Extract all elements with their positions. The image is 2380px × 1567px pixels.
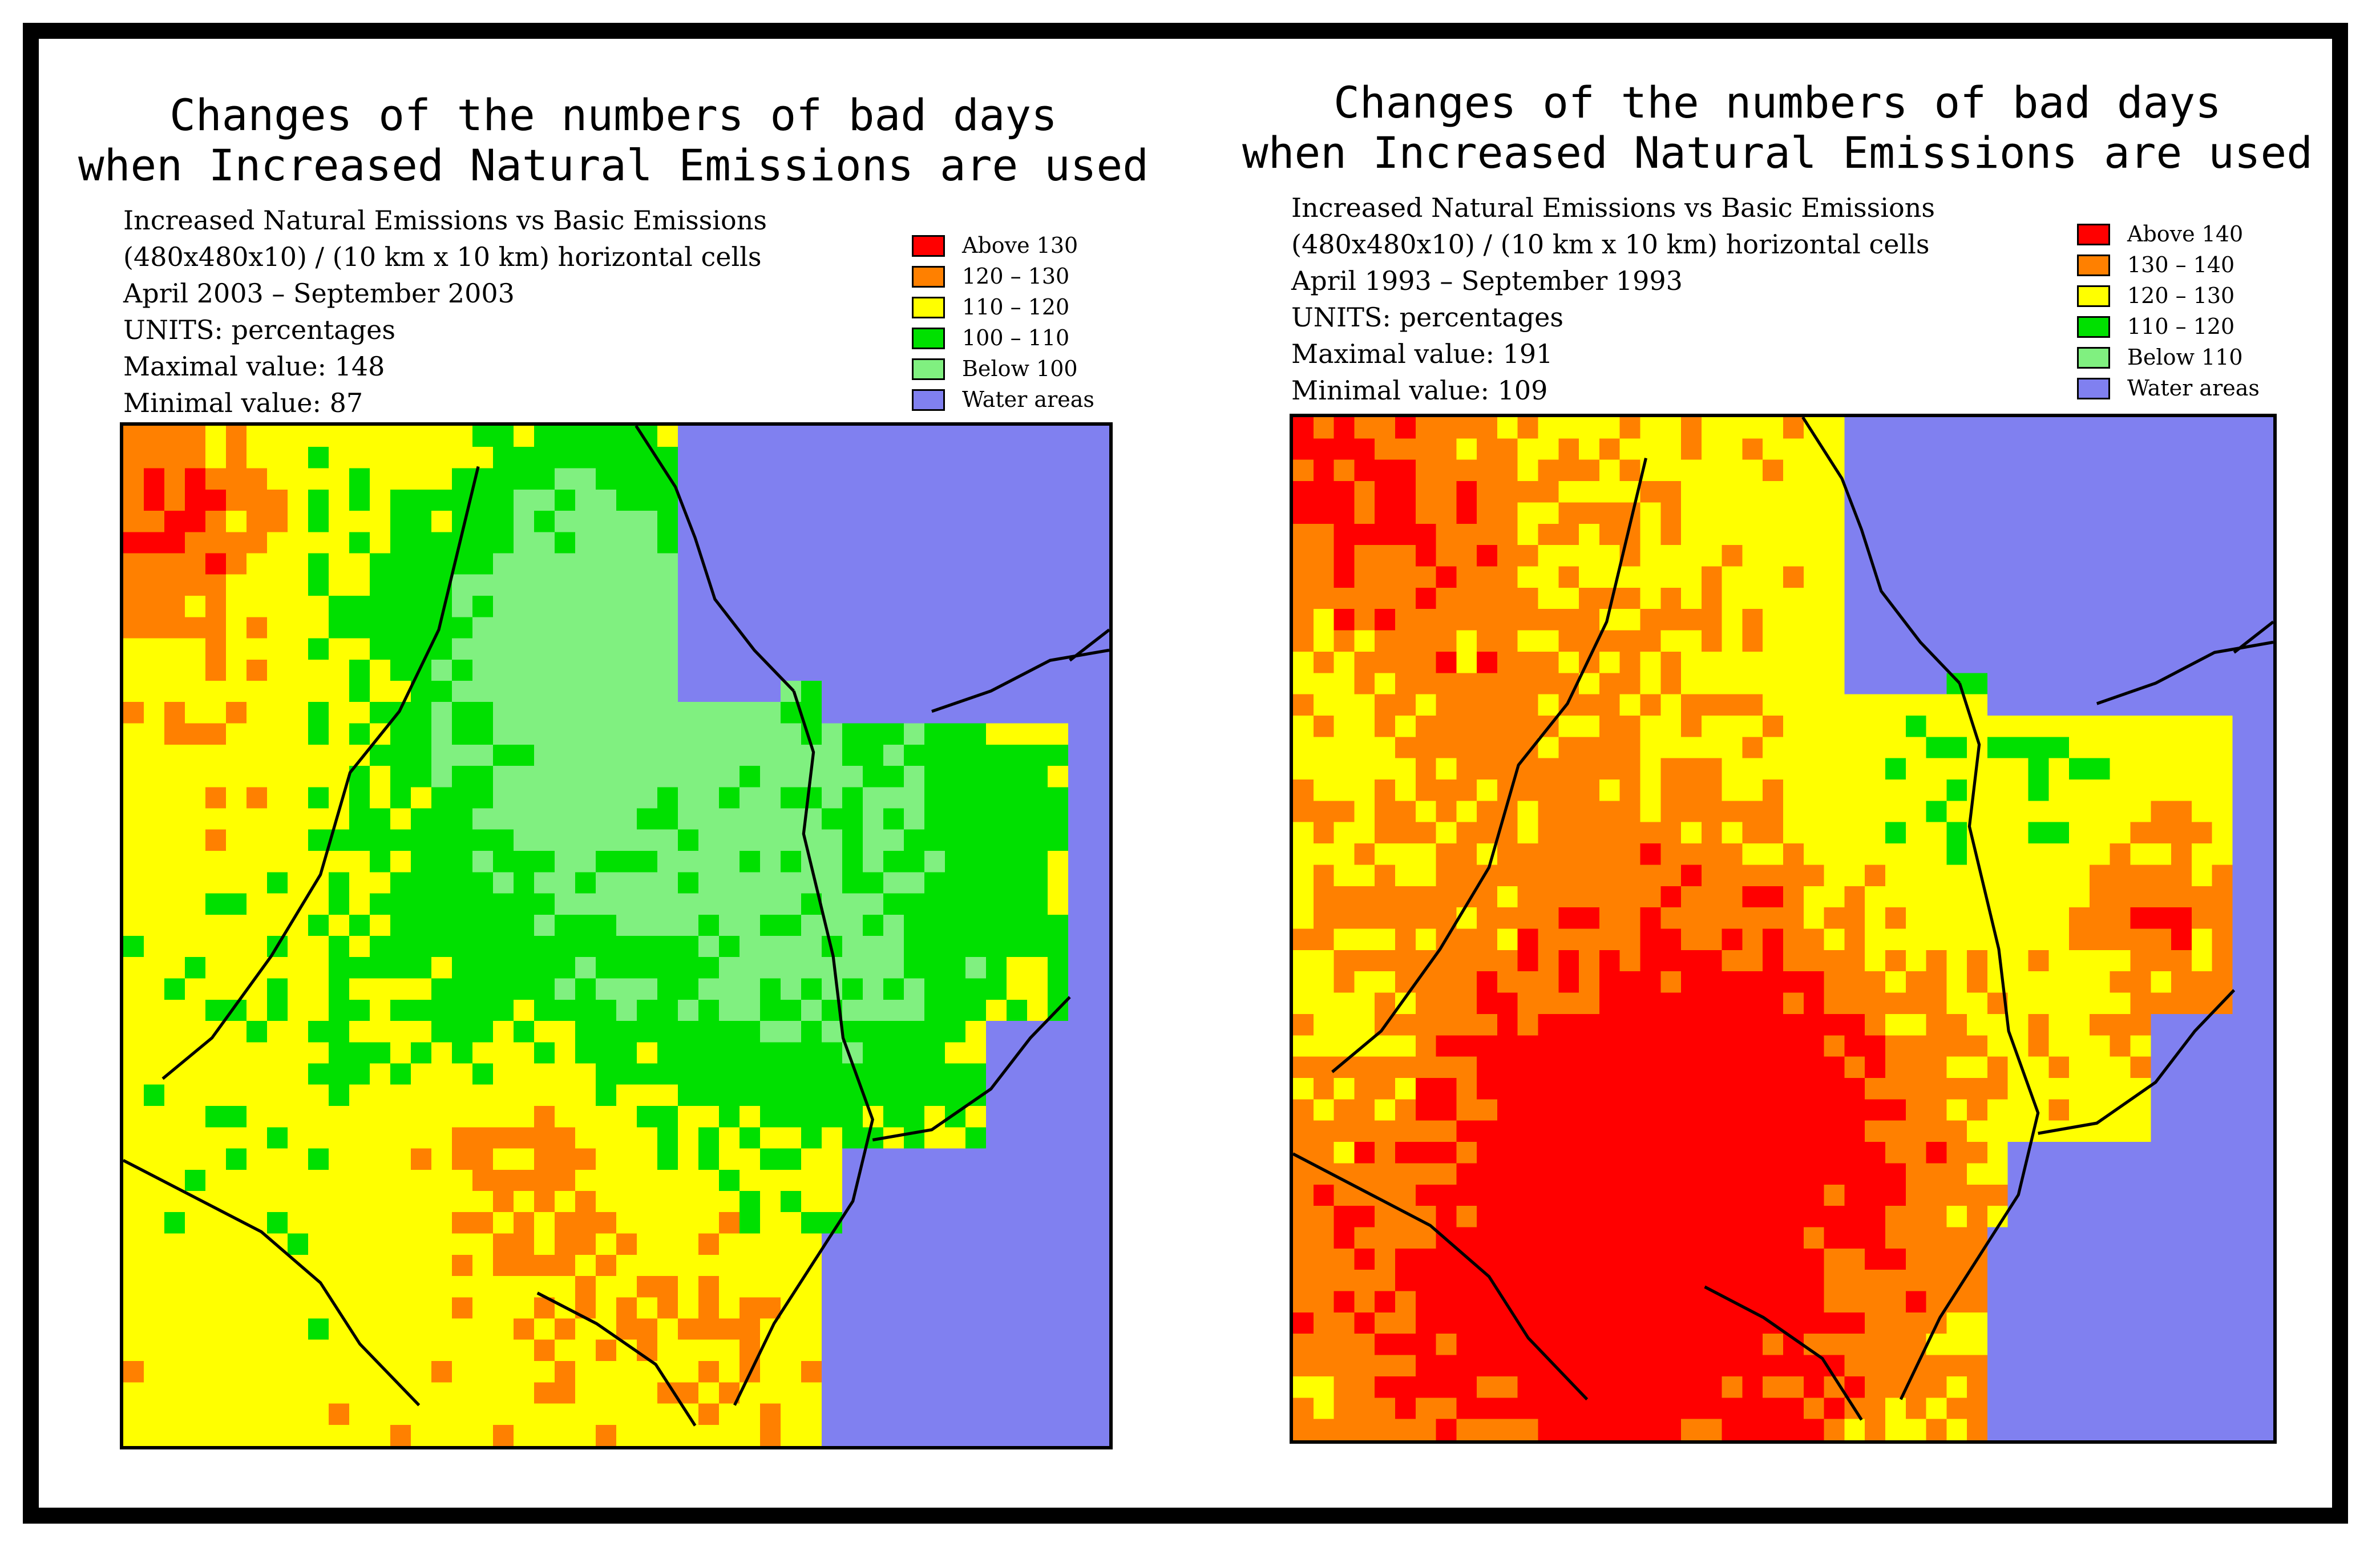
heatmap-grid: [1293, 417, 2273, 1440]
legend-swatch: [912, 328, 945, 349]
legend-label: Below 100: [962, 356, 1078, 381]
legend-swatch: [2077, 224, 2110, 245]
legend-label: Above 130: [962, 233, 1078, 258]
right-title-line2: when Increased Natural Emissions are use…: [1242, 127, 2313, 178]
left-info-block: Increased Natural Emissions vs Basic Emi…: [123, 202, 767, 421]
legend-label: 120 – 130: [2127, 283, 2235, 308]
coastline-border-line: [872, 996, 1071, 1142]
left-info-min: Minimal value: 87: [123, 387, 363, 418]
coastline-border-line: [733, 690, 874, 1406]
legend-label: Water areas: [962, 387, 1094, 412]
left-info-max: Maximal value: 148: [123, 351, 385, 382]
left-info-comparison: Increased Natural Emissions vs Basic Emi…: [123, 205, 767, 236]
coastline-border-line: [1293, 1152, 1589, 1401]
legend-label: 130 – 140: [2127, 252, 2235, 277]
right-map: [1290, 414, 2277, 1444]
right-info-units: UNITS: percentages: [1291, 302, 1563, 333]
left-info-units: UNITS: percentages: [123, 314, 395, 345]
left-title: Changes of the numbers of bad days when …: [63, 90, 1164, 191]
legend-swatch: [2077, 378, 2110, 399]
coastline-border-line: [1801, 417, 1961, 685]
legend-swatch: [2077, 347, 2110, 369]
right-title: Changes of the numbers of bad days when …: [1227, 78, 2328, 178]
right-info-min: Minimal value: 109: [1291, 375, 1548, 406]
left-map: [120, 422, 1113, 1449]
legend-swatch: [2077, 285, 2110, 307]
legend-label: Above 140: [2127, 221, 2244, 247]
legend-swatch: [912, 389, 945, 411]
coastline-border-line: [1899, 682, 2040, 1400]
legend-swatch: [912, 297, 945, 318]
left-title-line1: Changes of the numbers of bad days: [169, 90, 1057, 140]
coastline-border-line: [161, 466, 480, 1080]
coastline-border-line: [123, 1158, 421, 1407]
coastline-border-line: [1704, 1285, 1863, 1421]
legend-swatch: [912, 235, 945, 257]
right-info-max: Maximal value: 191: [1291, 338, 1553, 369]
right-info-period: April 1993 – September 1993: [1291, 265, 1683, 296]
right-info-comparison: Increased Natural Emissions vs Basic Emi…: [1291, 192, 1935, 223]
coastline-border-line: [2038, 989, 2236, 1135]
legend-label: 120 – 130: [962, 264, 1070, 289]
right-title-line1: Changes of the numbers of bad days: [1334, 77, 2221, 128]
left-info-grid: (480x480x10) / (10 km x 10 km) horizonta…: [123, 241, 762, 272]
coastline-border-line: [2096, 640, 2273, 705]
coastline-border-line: [536, 1291, 697, 1427]
left-info-period: April 2003 – September 2003: [123, 278, 515, 309]
coastline-border-line: [931, 648, 1109, 713]
coastline-border-line: [635, 426, 795, 692]
heatmap-grid: [123, 426, 1109, 1446]
legend-label: 110 – 120: [962, 294, 1070, 320]
left-title-line2: when Increased Natural Emissions are use…: [78, 140, 1149, 191]
coastline-border-line: [1331, 458, 1647, 1073]
legend-swatch: [912, 266, 945, 288]
legend-label: Water areas: [2127, 375, 2260, 401]
legend-swatch: [2077, 255, 2110, 276]
legend-swatch: [912, 358, 945, 380]
right-info-block: Increased Natural Emissions vs Basic Emi…: [1291, 189, 1935, 409]
legend-label: Below 110: [2127, 345, 2243, 370]
legend-label: 110 – 120: [2127, 314, 2235, 339]
legend-label: 100 – 110: [962, 325, 1070, 350]
right-info-grid: (480x480x10) / (10 km x 10 km) horizonta…: [1291, 229, 1930, 260]
legend-swatch: [2077, 316, 2110, 338]
